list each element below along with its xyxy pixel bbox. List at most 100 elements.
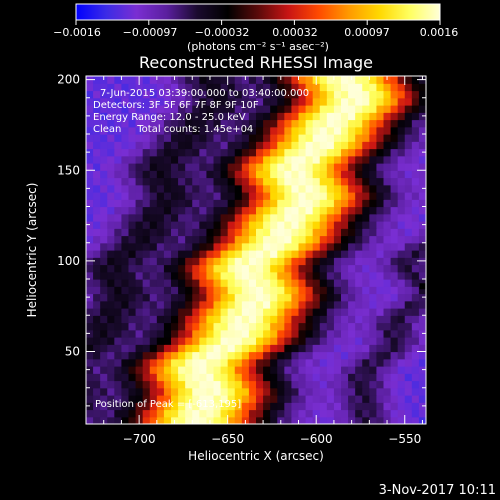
- heatmap-cell: [256, 387, 264, 396]
- heatmap-cell: [192, 409, 200, 418]
- heatmap-cell: [418, 337, 426, 345]
- heatmap-cell: [107, 402, 115, 411]
- heatmap-cell: [142, 409, 151, 418]
- heatmap-cell: [263, 155, 271, 164]
- heatmap-cell: [369, 337, 378, 345]
- heatmap-cell: [291, 235, 300, 244]
- heatmap-cell: [128, 242, 137, 251]
- heatmap-cell: [149, 126, 158, 135]
- heatmap-cell: [199, 134, 208, 142]
- heatmap-cell: [121, 213, 130, 222]
- heatmap-cell: [369, 409, 378, 418]
- heatmap-cell: [404, 373, 413, 382]
- heatmap-cell: [362, 358, 370, 367]
- heatmap-cell: [256, 351, 264, 360]
- heatmap-cell: [319, 286, 328, 295]
- heatmap-cell: [284, 184, 293, 193]
- heatmap-cell: [128, 286, 137, 295]
- heatmap-cell: [284, 257, 293, 266]
- heatmap-cell: [185, 163, 193, 171]
- heatmap-cell: [171, 199, 179, 208]
- heatmap-cell: [284, 358, 293, 367]
- heatmap-cell: [319, 308, 328, 316]
- heatmap-cell: [100, 300, 108, 309]
- heatmap-cell: [411, 264, 420, 273]
- heatmap-cell: [227, 315, 236, 324]
- heatmap-cell: [404, 271, 413, 280]
- heatmap-cell: [390, 228, 399, 237]
- heatmap-cell: [86, 155, 94, 164]
- heatmap-cell: [185, 315, 193, 324]
- heatmap-cell: [178, 250, 186, 258]
- heatmap-cell: [199, 112, 208, 121]
- heatmap-cell: [156, 235, 165, 244]
- heatmap-cell: [418, 235, 426, 244]
- heatmap-cell: [284, 380, 293, 389]
- heatmap-cell: [369, 177, 378, 186]
- heatmap-cell: [418, 83, 426, 92]
- heatmap-cell: [100, 315, 108, 324]
- heatmap-cell: [220, 184, 229, 193]
- heatmap-cell: [135, 134, 144, 142]
- heatmap-cell: [149, 235, 158, 244]
- heatmap-cell: [383, 402, 392, 411]
- heatmap-cell: [206, 199, 215, 208]
- heatmap-cell: [220, 177, 229, 186]
- heatmap-cell: [206, 380, 215, 389]
- heatmap-cell: [291, 358, 300, 367]
- heatmap-cell: [100, 235, 108, 244]
- heatmap-cell: [256, 155, 264, 164]
- heatmap-cell: [397, 300, 406, 309]
- heatmap-cell: [100, 250, 108, 258]
- heatmap-cell: [404, 351, 413, 360]
- heatmap-cell: [199, 329, 208, 338]
- heatmap-cell: [362, 119, 370, 128]
- heatmap-cell: [355, 206, 363, 215]
- heatmap-cell: [298, 177, 307, 186]
- heatmap-cell: [411, 141, 420, 150]
- heatmap-cell: [305, 163, 314, 171]
- heatmap-cell: [192, 199, 200, 208]
- heatmap-cell: [100, 97, 108, 106]
- heatmap-cell: [248, 242, 257, 251]
- heatmap-cell: [86, 279, 94, 287]
- heatmap-cell: [163, 177, 172, 186]
- heatmap-cell: [107, 163, 115, 171]
- heatmap-cell: [199, 192, 208, 200]
- heatmap-cell: [341, 148, 349, 157]
- heatmap-cell: [171, 170, 179, 179]
- heatmap-cell: [114, 105, 123, 113]
- heatmap-cell: [100, 228, 108, 237]
- heatmap-cell: [206, 221, 215, 229]
- heatmap-cell: [305, 206, 314, 215]
- heatmap-cell: [93, 257, 101, 266]
- heatmap-cell: [376, 271, 385, 280]
- heatmap-cell: [390, 213, 399, 222]
- heatmap-cell: [206, 170, 215, 179]
- heatmap-cell: [383, 141, 392, 150]
- heatmap-cell: [114, 134, 123, 142]
- heatmap-cell: [326, 409, 335, 418]
- heatmap-cell: [397, 322, 406, 331]
- heatmap-cell: [121, 126, 130, 135]
- heatmap-cell: [121, 373, 130, 382]
- heatmap-cell: [135, 242, 144, 251]
- heatmap-cell: [171, 177, 179, 186]
- heatmap-cell: [298, 242, 307, 251]
- heatmap-cell: [326, 250, 335, 258]
- heatmap-cell: [86, 286, 94, 295]
- heatmap-cell: [390, 119, 399, 128]
- heatmap-cell: [227, 264, 236, 273]
- heatmap-cell: [312, 279, 321, 287]
- heatmap-cell: [206, 344, 215, 353]
- heatmap-cell: [319, 416, 328, 424]
- heatmap-cell: [298, 170, 307, 179]
- heatmap-cell: [206, 206, 215, 215]
- heatmap-cell: [326, 329, 335, 338]
- heatmap-cell: [241, 366, 250, 374]
- heatmap-cell: [326, 235, 335, 244]
- heatmap-cell: [256, 141, 264, 150]
- heatmap-cell: [121, 337, 130, 345]
- heatmap-cell: [163, 83, 172, 92]
- heatmap-cell: [227, 83, 236, 92]
